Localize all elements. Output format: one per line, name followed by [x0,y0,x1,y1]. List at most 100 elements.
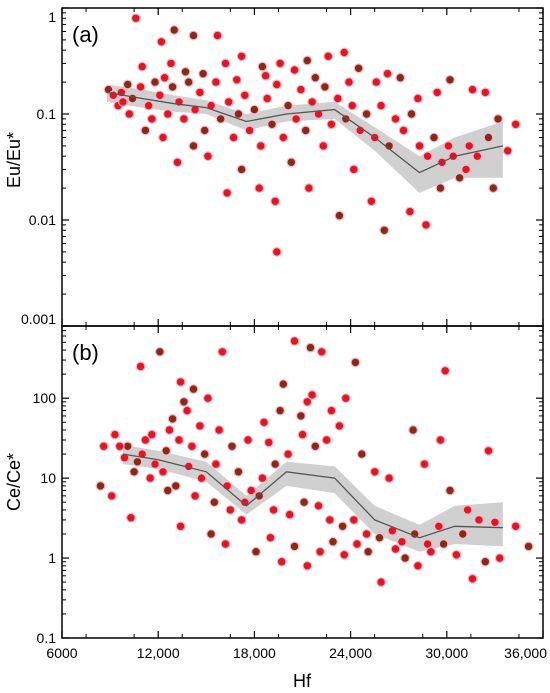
data-point [316,346,327,357]
data-point [400,553,411,563]
data-point [199,125,210,136]
data-point [198,68,209,79]
data-point [315,546,326,557]
data-point [443,140,454,151]
confidence-band [106,84,503,193]
y-tick-label: 0.01 [29,212,56,228]
data-point [275,58,286,69]
data-point [164,425,175,435]
data-point [334,421,345,431]
panel-b-y-axis: 0.1 1 10 100 [33,325,543,646]
panel-b: 0.1 1 10 100 6000 12,000 18,000 24,000 30,000 36… [4,325,547,691]
data-point [480,556,491,567]
data-point [249,104,260,115]
data-point [98,441,109,452]
data-point [175,377,186,387]
data-point [239,497,250,508]
data-point [382,68,393,79]
data-point [337,521,348,532]
data-point [140,125,151,136]
data-point [190,104,201,115]
data-point [270,196,281,207]
data-point [188,30,199,41]
data-point [451,549,462,560]
data-point [283,100,294,111]
data-point [271,79,282,90]
data-point [379,225,390,236]
data-point [405,206,415,217]
data-point [225,505,236,515]
data-point [483,132,494,143]
data-point [302,396,313,407]
data-point [310,72,321,83]
data-point [183,77,194,87]
data-point [422,539,433,549]
data-point [461,164,471,175]
data-point [310,441,321,452]
data-point [255,140,266,151]
data-point [257,61,268,72]
data-point [267,119,277,130]
y-tick-label: 10 [40,470,56,486]
data-point [289,336,300,346]
data-point [169,25,180,35]
data-point [347,100,358,111]
data-point [178,396,189,407]
data-point [299,497,310,508]
data-point [457,529,468,539]
data-point [289,541,300,552]
data-point [202,151,213,162]
x-tick-label: 36,000 [504,645,547,661]
data-point [106,491,117,501]
data-point [297,429,308,440]
data-point [263,437,274,448]
data-point [109,429,120,440]
x-tick-label: 30,000 [425,645,468,661]
data-point [162,485,173,496]
panel-a-y-axis: 0.001 0.01 0.1 1 [21,7,544,327]
data-point [220,539,231,549]
data-point [182,405,193,416]
data-point [161,445,172,456]
data-point [445,74,455,85]
data-point [464,140,475,151]
data-point [117,96,128,107]
data-point [124,109,135,119]
data-point [233,466,244,477]
panel-b-points [95,336,534,587]
data-point [270,459,281,470]
data-point [228,132,239,143]
data-point [361,529,372,539]
data-point [353,63,364,74]
data-point [502,145,513,156]
data-point [215,113,226,124]
data-point [433,521,444,532]
data-point [397,536,407,547]
data-point [398,125,409,136]
data-point [206,529,217,539]
data-point [257,473,268,484]
data-point [162,109,173,119]
data-point [323,51,334,62]
data-point [291,113,302,124]
data-point [307,96,318,107]
data-point [265,532,276,543]
data-point [318,140,329,151]
data-point [175,521,186,532]
data-point [289,65,300,75]
data-point [376,100,387,111]
data-point [332,93,343,104]
x-tick-label: 12,000 [137,645,180,661]
data-point [406,109,417,119]
data-point [302,55,313,66]
panel-a-y-axis-label: Eu/Eu* [4,132,24,188]
data-point [344,77,354,87]
data-point [326,405,337,416]
data-point [190,491,201,501]
data-point [313,500,324,511]
data-point [262,93,273,104]
data-point [114,441,125,452]
data-point [371,77,382,87]
data-point [119,452,130,463]
